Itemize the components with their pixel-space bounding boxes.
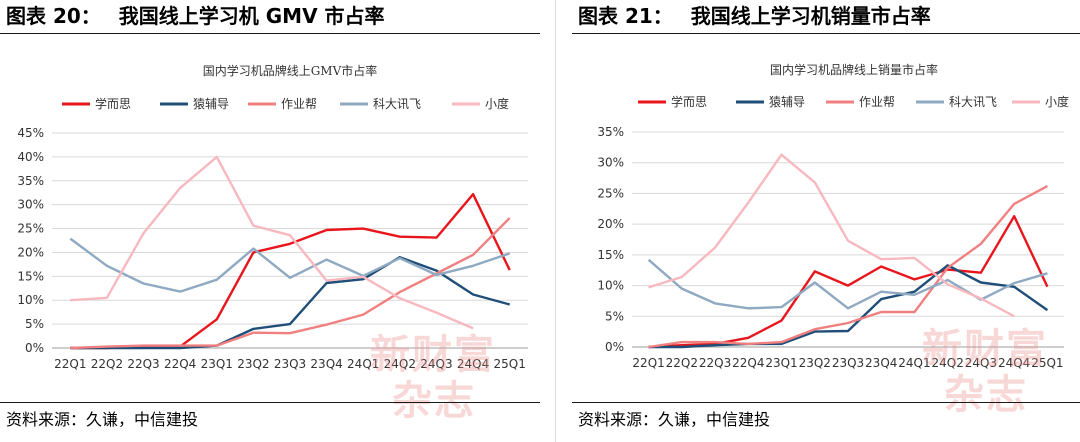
watermark-line2: 杂志 (944, 372, 1028, 418)
figure-title: 我国线上学习机销量市占率 (690, 4, 931, 28)
legend-label: 学而思 (671, 94, 707, 109)
series-line (648, 185, 1048, 349)
x-tick-label: 23Q4 (310, 357, 342, 370)
x-tick-label: 23Q1 (765, 356, 797, 370)
x-tick-label: 24Q2 (932, 356, 964, 370)
x-tick-label: 24Q1 (347, 357, 379, 370)
volume-share-line-chart: 国内学习机品牌线上销量市占率 0% 5% 10% 15% 20% 25% 30% 35% 22Q1… (597, 62, 1069, 370)
y-tick-label: 20% (17, 245, 44, 259)
x-tick-label: 22Q3 (699, 356, 731, 370)
y-tick-label: 15% (597, 248, 624, 262)
figure-label: 图表 20： (6, 4, 101, 28)
x-tick-label: 24Q3 (420, 357, 452, 370)
x-tick-label: 24Q4 (998, 356, 1030, 370)
y-tick-label: 30% (17, 198, 44, 212)
x-tick-label: 22Q1 (54, 357, 86, 370)
x-tick-label: 23Q4 (865, 356, 897, 370)
gmv-share-line-chart: 国内学习机品牌线上GMV市占率 0% 5% 10% 15% 20% 25% 30% 35% 40%… (17, 63, 528, 370)
y-tick-label: 25% (17, 222, 44, 236)
figure-heading: 图表 20： 我国线上学习机 GMV 市占率 (0, 0, 540, 33)
series-line (648, 264, 1049, 349)
heading-rule (0, 33, 540, 34)
x-tick-label: 25Q1 (1031, 356, 1063, 370)
x-tick-label: 22Q1 (632, 356, 664, 370)
x-tick-label: 24Q1 (898, 356, 930, 370)
chart-panel-gmv: 图表 20： 我国线上学习机 GMV 市占率 国内学习机品牌线上GMV市占率 0% 5… (0, 0, 540, 429)
x-tick-label: 24Q2 (384, 357, 416, 370)
x-tick-label: 23Q1 (201, 357, 233, 370)
y-tick-label: 25% (597, 186, 624, 200)
legend-label: 作业帮 (281, 97, 317, 111)
series-line (70, 256, 511, 350)
chart-title: 国内学习机品牌线上GMV市占率 (203, 63, 378, 78)
x-tick-label: 22Q2 (666, 356, 698, 370)
y-tick-label: 10% (597, 279, 624, 293)
chart-title: 国内学习机品牌线上销量市占率 (770, 62, 938, 77)
x-tick-label: 23Q2 (237, 357, 269, 370)
figure-heading: 图表 21： 我国线上学习机销量市占率 (572, 0, 1080, 33)
legend-label: 猿辅导 (769, 94, 805, 109)
x-tick-label: 25Q1 (494, 357, 526, 370)
y-tick-label: 5% (605, 309, 624, 323)
y-tick-label: 5% (25, 317, 44, 331)
x-tick-label: 23Q2 (799, 356, 831, 370)
source-rule (0, 402, 540, 403)
y-tick-label: 40% (17, 150, 44, 164)
x-tick-label: 24Q3 (965, 356, 997, 370)
y-tick-label: 15% (17, 269, 44, 283)
source-note: 资料来源：久谦，中信建投 (6, 410, 199, 429)
x-tick-label: 22Q2 (91, 357, 123, 370)
series-line (70, 155, 474, 330)
legend-label: 科大讯飞 (373, 97, 421, 111)
legend-label: 学而思 (95, 96, 131, 111)
series-line (70, 217, 511, 350)
source-rule (572, 402, 1080, 403)
source-note: 资料来源：久谦，中信建投 (578, 410, 771, 429)
x-tick-label: 22Q3 (127, 357, 159, 370)
y-tick-label: 0% (605, 340, 624, 354)
series-line (648, 215, 1049, 349)
figure-label: 图表 21： (578, 4, 673, 28)
y-tick-label: 30% (597, 156, 624, 170)
x-tick-label: 23Q3 (832, 356, 864, 370)
legend-label: 猿辅导 (193, 96, 229, 111)
chart-panel-volume: 图表 21： 我国线上学习机销量市占率 国内学习机品牌线上销量市占率 0% 5% 10%… (572, 0, 1080, 442)
y-tick-label: 35% (17, 174, 44, 188)
legend-label: 科大讯飞 (949, 95, 997, 109)
series-line (69, 237, 511, 293)
x-tick-label: 22Q4 (164, 357, 196, 370)
y-tick-label: 0% (25, 341, 44, 355)
x-tick-label: 23Q3 (274, 357, 306, 370)
heading-rule (572, 33, 1080, 34)
y-tick-label: 10% (17, 293, 44, 307)
x-tick-label: 22Q4 (732, 356, 764, 370)
legend-label: 小度 (1045, 94, 1069, 109)
y-tick-label: 35% (597, 125, 624, 139)
watermark-line2: 杂志 (392, 378, 476, 424)
series-line (648, 153, 1015, 318)
x-tick-label: 24Q4 (457, 357, 489, 370)
legend-label: 小度 (485, 96, 509, 111)
legend-label: 作业帮 (859, 95, 895, 109)
figure-title: 我国线上学习机 GMV 市占率 (118, 4, 385, 28)
y-tick-label: 20% (597, 217, 624, 231)
panel-divider (555, 0, 556, 442)
y-tick-label: 45% (17, 126, 44, 140)
